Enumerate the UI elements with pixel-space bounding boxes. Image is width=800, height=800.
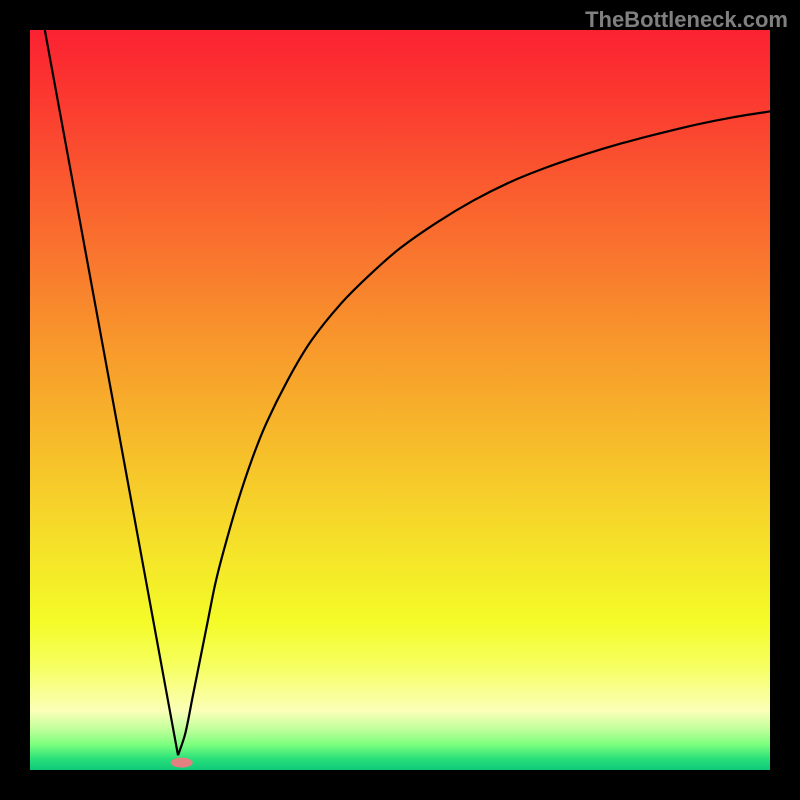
gradient-background	[30, 30, 770, 770]
bottleneck-marker	[171, 758, 193, 768]
watermark: TheBottleneck.com	[585, 7, 788, 33]
chart-container: TheBottleneck.com	[0, 0, 800, 800]
chart-svg	[0, 0, 800, 800]
